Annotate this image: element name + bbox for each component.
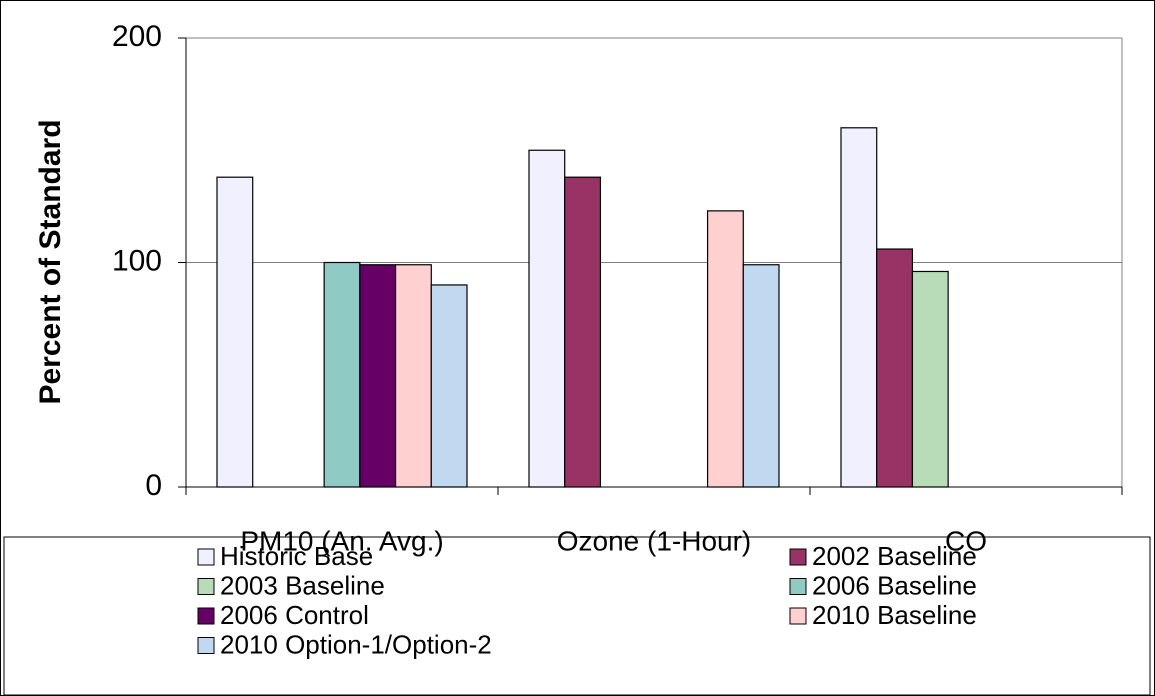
legend-label: 2010 Baseline: [812, 600, 977, 630]
legend-label: 2003 Baseline: [220, 570, 385, 600]
legend-label: 2006 Baseline: [812, 570, 977, 600]
x-tick-label: PM10 (An. Avg.): [240, 525, 443, 556]
legend-swatch: [197, 578, 215, 595]
y-tick-label: 0: [145, 469, 162, 502]
legend-label: 2002 Baseline: [812, 541, 977, 571]
y-tick-label: 200: [112, 20, 162, 53]
x-tick-label: Ozone (1-Hour): [557, 525, 752, 556]
bar: [564, 176, 602, 488]
legend-swatch: [197, 548, 215, 566]
bar: [840, 127, 878, 488]
bar: [911, 270, 949, 488]
legend-swatch: [197, 637, 215, 654]
bar: [216, 176, 254, 488]
y-axis-label: Percent of Standard: [34, 119, 67, 404]
legend-box: [3, 536, 1151, 696]
legend-label: 2010 Option-1/Option-2: [220, 629, 492, 659]
bar: [742, 264, 780, 488]
x-tick-label: CO: [945, 525, 987, 556]
bar: [359, 264, 397, 488]
bar: [528, 149, 566, 488]
legend-label: Historic Base: [220, 541, 373, 571]
y-tick-label: 100: [112, 244, 162, 277]
bar: [706, 210, 744, 488]
legend-swatch: [789, 548, 807, 566]
bar: [430, 284, 468, 488]
bar: [394, 264, 432, 488]
legend-label: 2006 Control: [220, 600, 369, 630]
legend-swatch: [197, 607, 215, 625]
bar: [876, 248, 914, 488]
bar: [323, 261, 361, 488]
legend-swatch: [789, 578, 807, 595]
legend-swatch: [789, 607, 807, 625]
